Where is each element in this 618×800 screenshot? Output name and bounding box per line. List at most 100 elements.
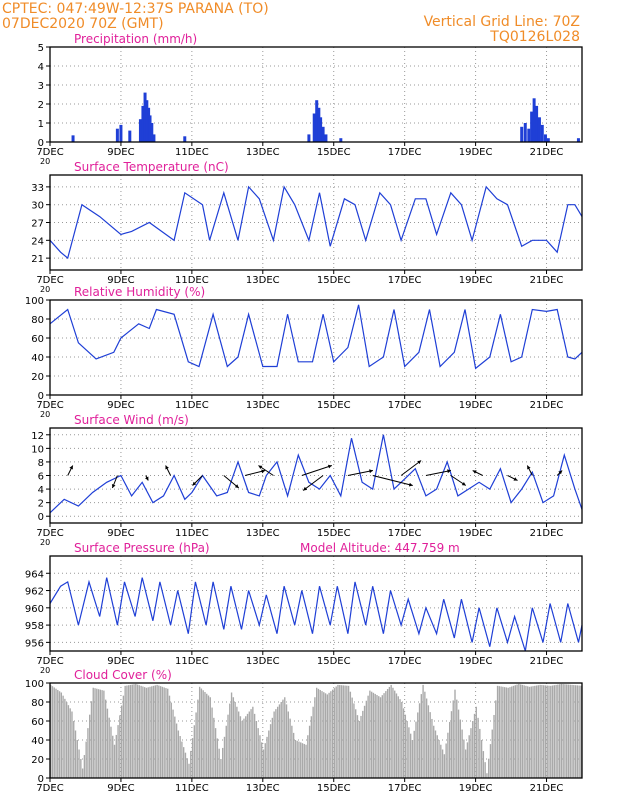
cloud-bar xyxy=(459,719,462,778)
cloud-bar xyxy=(62,695,64,778)
wind-arrow xyxy=(301,465,332,476)
precip-bar xyxy=(150,123,154,142)
cloud-bar xyxy=(523,685,525,778)
cloud-bar xyxy=(557,684,559,778)
cloud-bar xyxy=(472,721,474,778)
cloud-bar xyxy=(503,687,506,778)
cloud-bar xyxy=(463,739,465,778)
precip-bar xyxy=(527,128,531,142)
cloud-bar xyxy=(253,713,256,778)
cloud-bar xyxy=(535,685,538,778)
cloud-bar xyxy=(147,687,149,778)
rh-ytick-label: 100 xyxy=(25,296,44,307)
precip-bar xyxy=(145,100,149,142)
cloud-bar xyxy=(99,689,102,778)
precip-bar xyxy=(319,117,323,142)
precip-ytick-label: 3 xyxy=(38,81,44,92)
temp-ytick-label: 24 xyxy=(31,236,44,247)
cloud-bar xyxy=(124,685,126,778)
header-grid-line: Vertical Grid Line: 70Z xyxy=(423,14,580,30)
cloud-bar xyxy=(342,685,344,778)
cloud-bar xyxy=(115,734,117,778)
cloud-bar xyxy=(243,718,245,778)
cloud-bar xyxy=(477,717,479,778)
cloud-bar xyxy=(562,684,564,778)
cloud-bar xyxy=(339,685,341,778)
cloud-ytick-label: 40 xyxy=(31,736,44,747)
cloud-bar xyxy=(303,743,305,778)
wind-ytick-label: 0 xyxy=(38,512,44,523)
precip-bar xyxy=(543,134,547,142)
wind-arrow-head xyxy=(192,481,197,486)
cloud-bar xyxy=(294,740,297,778)
cloud-bar xyxy=(143,687,146,778)
rh-xtick-label: 21DEC xyxy=(530,400,564,411)
cloud-bar xyxy=(168,695,171,778)
cloud-bar xyxy=(312,706,314,778)
precip-xtick-label: 13DEC xyxy=(246,147,280,158)
cloud-bar xyxy=(512,685,515,778)
cloud-bar xyxy=(370,691,373,778)
cloud-bar xyxy=(502,686,504,778)
cloud-bar xyxy=(509,687,511,778)
precip-bar xyxy=(537,117,541,142)
cloud-bar xyxy=(574,685,577,778)
cloud-bar xyxy=(154,685,156,778)
cloud-bar xyxy=(378,696,380,778)
cloud-bar xyxy=(131,684,133,778)
cloud-bar xyxy=(406,721,408,778)
header-station: CPTEC: 047:49W-12:37S PARANA (TO) xyxy=(2,1,269,17)
cloud-bar xyxy=(464,749,467,778)
cloud-bar xyxy=(394,690,396,778)
precip-ytick-label: 1 xyxy=(38,119,44,130)
cloud-bar xyxy=(507,687,509,778)
cloud-bar xyxy=(174,716,176,778)
cloud-bar xyxy=(516,684,518,778)
cloud-bar xyxy=(413,730,415,778)
precip-bar xyxy=(546,138,550,142)
cloud-bar xyxy=(429,712,431,778)
pres-frame xyxy=(49,555,583,652)
cloud-bar xyxy=(156,684,158,778)
pres-year-stub: 20 xyxy=(40,666,50,675)
wind-xtick-label: 21DEC xyxy=(530,528,564,539)
cloud-bar xyxy=(495,700,497,778)
precip-xtick-label: 17DEC xyxy=(388,147,422,158)
cloud-xtick-label: 13DEC xyxy=(246,783,280,794)
cloud-bar xyxy=(195,712,197,778)
cloud-bar xyxy=(227,714,229,778)
cloud-bar xyxy=(470,728,472,778)
cloud-bar xyxy=(333,688,336,778)
cloud-bar xyxy=(362,710,364,778)
cloud-bar xyxy=(67,705,70,778)
temp-title: Surface Temperature (nC) xyxy=(74,160,229,174)
precip-bar xyxy=(523,123,527,142)
cloud-bar xyxy=(539,684,541,778)
cloud-bar xyxy=(425,698,428,778)
pres-ytick-label: 960 xyxy=(25,604,44,615)
cloud-bar xyxy=(473,713,476,778)
wind-arrow-head xyxy=(165,465,169,470)
precip-panel: 0 1 2 3 4 5 7DEC 9DEC 11DEC 13DEC 15DEC 17DEC 19DEC 2… xyxy=(36,32,583,166)
cloud-bar xyxy=(269,724,272,778)
cloud-bar xyxy=(489,744,492,778)
wind-arrow-head xyxy=(369,469,373,474)
wind-series-line xyxy=(49,434,583,514)
cloud-bar xyxy=(241,721,243,778)
rh-xtick-label: 17DEC xyxy=(388,400,422,411)
cloud-bar xyxy=(353,703,355,778)
wind-arrow-head xyxy=(558,470,563,475)
wind-ytick-label: 6 xyxy=(38,472,44,483)
cloud-bar xyxy=(550,685,552,778)
cloud-bar xyxy=(287,711,289,778)
cloud-bar xyxy=(259,735,261,778)
precip-xtick-label: 9DEC xyxy=(107,147,134,158)
precip-bar xyxy=(119,124,123,142)
cloud-bar xyxy=(519,684,522,778)
cloud-bar xyxy=(120,705,123,778)
cloud-bar xyxy=(280,702,282,778)
cloud-bar xyxy=(74,730,77,778)
cloud-bar xyxy=(409,733,412,778)
cloud-frame xyxy=(49,682,583,779)
precip-bar xyxy=(324,134,328,142)
